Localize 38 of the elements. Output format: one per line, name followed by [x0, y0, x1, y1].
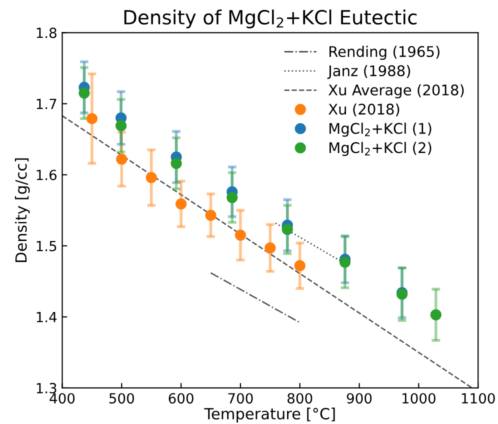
x-tick-label: 400: [50, 393, 75, 404]
point: [234, 230, 246, 241]
x-tick-label: 700: [228, 393, 253, 404]
point: [116, 120, 127, 132]
legend-label: MgCl$_{2}$+KCl (2): [330, 142, 432, 156]
y-tick-label: 1.4: [36, 312, 57, 322]
point: [176, 198, 187, 210]
y-tick-label: 1.6: [36, 170, 57, 180]
chart-title: Density of MgCl$_{2}$+KCl Eutectic: [124, 10, 417, 28]
legend-label: Janz (1988): [327, 65, 410, 79]
legend-label: MgCl$_{2}$+KCl (1): [330, 122, 432, 137]
x-tick-label: 800: [288, 393, 312, 404]
x-tick-label: 900: [346, 393, 372, 404]
point: [339, 256, 351, 268]
x-tick-label: 600: [168, 393, 194, 404]
y-tick-label: 1.8: [36, 28, 56, 38]
x-tick-label: 1000: [402, 393, 436, 404]
legend-label: Rending (1965): [330, 46, 440, 60]
point: [430, 309, 442, 320]
y-axis-title: Density [g/cc]: [14, 158, 30, 262]
point: [86, 113, 98, 124]
point: [146, 172, 157, 184]
point: [78, 87, 90, 99]
point: [282, 224, 293, 236]
point: [264, 242, 276, 254]
x-axis-title: Temperature [°C]: [204, 408, 335, 422]
point: [205, 210, 216, 221]
point: [226, 192, 238, 204]
point: [116, 154, 128, 165]
x-tick-label: 500: [109, 393, 134, 404]
legend-label: Xu (2018): [328, 103, 400, 116]
y-tick-label: 1.5: [36, 240, 56, 252]
x-tick-label: 1100: [462, 393, 495, 404]
point: [294, 260, 306, 272]
y-tick-label: 1.3: [36, 382, 56, 394]
legend-label: Xu Average (2018): [328, 84, 464, 98]
point: [170, 158, 182, 169]
y-tick-label: 1.7: [36, 98, 56, 109]
